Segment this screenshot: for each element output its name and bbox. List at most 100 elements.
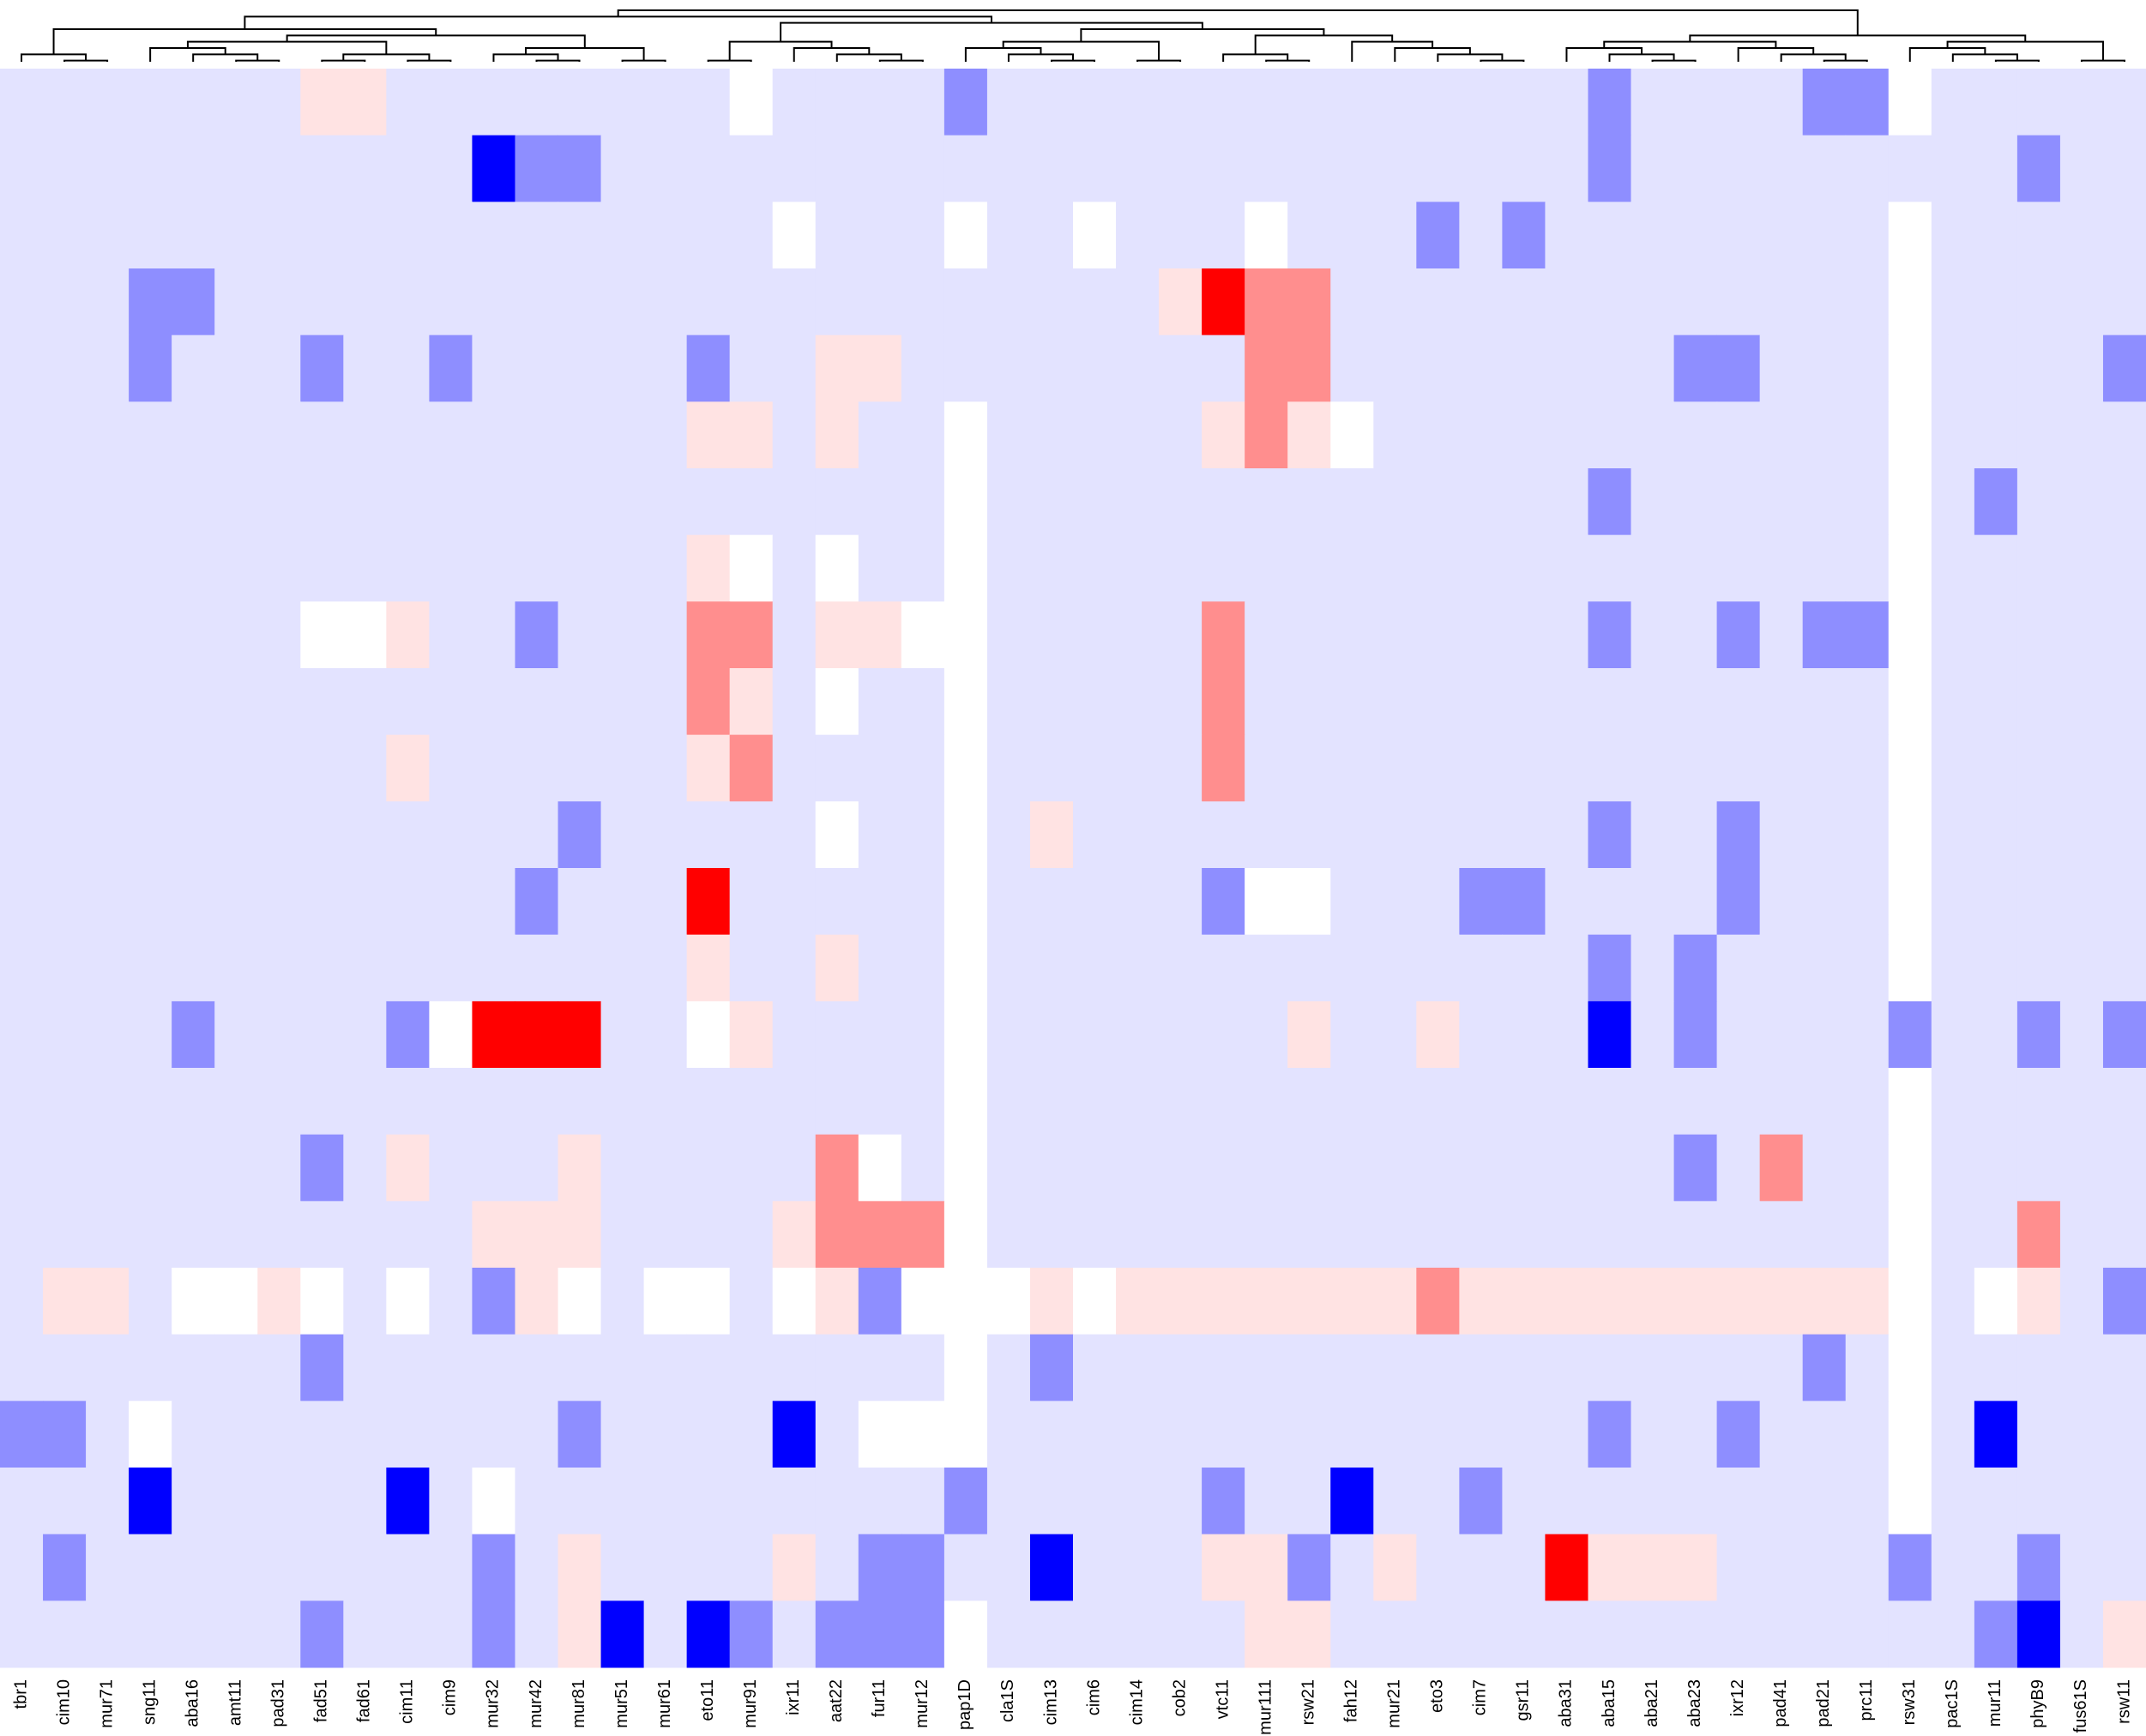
heat-cell (1888, 868, 1932, 936)
heat-cell (257, 601, 301, 669)
heat-cell (429, 135, 473, 202)
dendrogram-branch (617, 9, 1859, 36)
heat-cell (86, 1268, 130, 1335)
heat-cell (1159, 1201, 1203, 1269)
heat-cell (1245, 668, 1288, 736)
heat-cell (1287, 335, 1331, 402)
heat-cell (729, 1134, 774, 1202)
heat-cell (386, 1268, 430, 1335)
column-label: sng11 (140, 1679, 159, 1725)
heat-cell (1974, 1334, 2018, 1401)
heat-cell (1330, 1534, 1374, 1601)
column-label: mur91 (741, 1679, 760, 1728)
heat-cell (1287, 1201, 1331, 1269)
column-label: fus61S (2071, 1679, 2090, 1733)
heat-cell (214, 1534, 258, 1601)
heat-cell (172, 1068, 215, 1136)
heat-cell (1116, 801, 1160, 869)
heat-cell (1673, 69, 1718, 136)
heat-cell (1931, 534, 1975, 602)
heat-cell (43, 135, 87, 202)
heat-cell (472, 1600, 515, 1668)
heat-cell (472, 1201, 515, 1269)
heat-cell (1759, 1334, 1804, 1401)
heat-cell (1974, 1600, 2018, 1668)
heat-cell (86, 668, 130, 736)
heat-cell (643, 401, 688, 469)
heat-cell (1931, 1268, 1975, 1335)
heat-cell (901, 868, 945, 936)
heat-cell (2102, 1334, 2146, 1401)
column-label: pac1S (1943, 1679, 1962, 1728)
heat-cell (1116, 1600, 1160, 1668)
heat-cell (1802, 69, 1847, 136)
heat-cell (1716, 1134, 1761, 1202)
heat-cell (1116, 601, 1160, 669)
heat-cell (1287, 1468, 1331, 1535)
heat-cell (1202, 1534, 1245, 1601)
heat-cell (429, 1534, 473, 1601)
heat-cell (858, 202, 902, 269)
heat-cell (1330, 69, 1374, 136)
heat-cell (858, 69, 902, 136)
heat-cell (1416, 934, 1460, 1002)
heat-cell (1802, 468, 1847, 536)
column-label: mur51 (612, 1679, 631, 1728)
heat-cell (1588, 601, 1632, 669)
dendrogram-branch (707, 59, 752, 62)
heat-cell (1759, 268, 1804, 336)
heat-cell (343, 1201, 387, 1269)
heat-cell (986, 534, 1031, 602)
heat-cell (386, 1468, 430, 1535)
dendrogram-branch (407, 59, 452, 62)
heat-cell (558, 468, 602, 536)
heat-cell (1502, 668, 1546, 736)
heat-cell (1845, 202, 1890, 269)
heat-cell (0, 601, 44, 669)
heat-cell (1502, 1401, 1546, 1468)
heat-cell (343, 1001, 387, 1069)
heat-cell (1759, 1401, 1804, 1468)
heat-cell (0, 868, 44, 936)
heat-cell (1631, 401, 1675, 469)
heat-cell (901, 734, 945, 802)
heat-cell (729, 934, 774, 1002)
heat-cell (686, 1001, 731, 1069)
heat-cell (343, 401, 387, 469)
heat-cell (686, 1201, 731, 1269)
column-label: mur71 (97, 1679, 116, 1728)
heat-cell (300, 268, 344, 336)
heat-cell (86, 401, 130, 469)
heat-cell (1802, 1201, 1847, 1269)
heat-cell (1931, 1401, 1975, 1468)
heat-cell (1159, 1401, 1203, 1468)
heat-cell (2059, 135, 2104, 202)
heat-cell (2102, 468, 2146, 536)
heat-cell (1931, 335, 1975, 402)
heat-cell (686, 1468, 731, 1535)
column-label: cim13 (1041, 1679, 1060, 1725)
dendrogram-branch (780, 21, 1203, 42)
heat-cell (1631, 268, 1675, 336)
heat-cell (343, 601, 387, 669)
heat-cell (257, 202, 301, 269)
heat-cell (343, 202, 387, 269)
heat-cell (1716, 1201, 1761, 1269)
heat-cell (472, 1401, 515, 1468)
heat-cell (1416, 69, 1460, 136)
heat-cell (1588, 1201, 1632, 1269)
heat-cell (1888, 401, 1932, 469)
heat-cell (1845, 1201, 1890, 1269)
heat-cell (943, 868, 988, 936)
heat-cell (129, 668, 172, 736)
heat-cell (129, 401, 172, 469)
heat-cell (1116, 1201, 1160, 1269)
heat-cell (1502, 868, 1546, 936)
heat-cell (129, 734, 172, 802)
heat-cell (1759, 868, 1804, 936)
heat-cell (1802, 1534, 1847, 1601)
heat-cell (0, 1134, 44, 1202)
heat-cell (686, 1401, 731, 1468)
heat-cell (1416, 335, 1460, 402)
heat-cell (1845, 534, 1890, 602)
